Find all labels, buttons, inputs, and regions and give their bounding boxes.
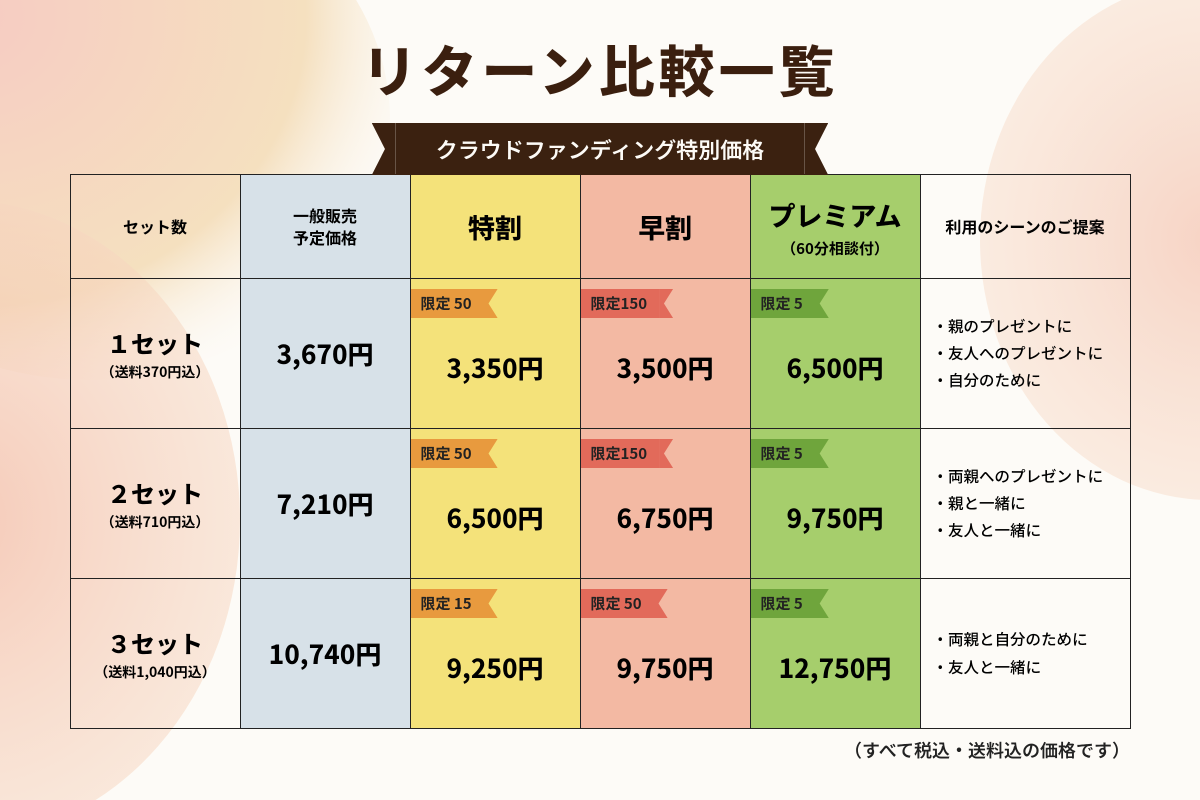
set-note: （送料1,040円込）	[71, 662, 240, 682]
table-row: ３セット（送料1,040円込）10,740円限定 15 9,250円 限定 50 9,…	[70, 579, 1130, 729]
cell-tokuwari: 限定 15 9,250円	[410, 579, 580, 729]
cell-tokuwari: 限定 50 6,500円	[410, 429, 580, 579]
plan-price: 6,500円	[751, 349, 920, 386]
table-header-row: セット数 一般販売 予定価格 特割 早割 プレミアム （60分相談付）	[70, 175, 1130, 279]
suggest-line: ・両親と自分のために	[933, 626, 1130, 653]
cell-regular-price: 10,740円	[240, 579, 410, 729]
cell-set: １セット（送料370円込）	[70, 279, 240, 429]
suggest-line: ・親と一緒に	[933, 490, 1130, 517]
crowdfunding-ribbon: クラウドファンディング特別価格	[396, 123, 804, 175]
page-title: リターン比較一覧	[361, 28, 838, 109]
suggest-line: ・両親へのプレゼントに	[933, 463, 1130, 490]
cell-hayawari: 限定150 6,750円	[580, 429, 750, 579]
plan-price: 3,500円	[581, 349, 750, 386]
suggest-line: ・友人と一緒に	[933, 517, 1130, 544]
plan-price: 3,350円	[411, 349, 580, 386]
cell-regular-price: 7,210円	[240, 429, 410, 579]
table-row: ２セット（送料710円込）7,210円限定 50 6,500円 限定150 6,750…	[70, 429, 1130, 579]
cell-suggest: ・親のプレゼントに・友人へのプレゼントに・自分のために	[920, 279, 1130, 429]
set-name: １セット	[71, 325, 240, 360]
cell-premium: 限定 5 6,500円	[750, 279, 920, 429]
plan-price: 6,750円	[581, 499, 750, 536]
limited-badge: 限定 5	[751, 289, 815, 318]
limited-badge: 限定150	[581, 289, 660, 318]
cell-hayawari: 限定150 3,500円	[580, 279, 750, 429]
cell-suggest: ・両親へのプレゼントに・親と一緒に・友人と一緒に	[920, 429, 1130, 579]
th-tokuwari: 特割	[410, 175, 580, 279]
limited-badge: 限定 15	[411, 589, 484, 618]
limited-badge: 限定 50	[581, 589, 654, 618]
limited-badge: 限定 50	[411, 289, 484, 318]
suggest-line: ・友人と一緒に	[933, 654, 1130, 681]
pricing-table: セット数 一般販売 予定価格 特割 早割 プレミアム （60分相談付）	[70, 174, 1131, 729]
cell-set: ３セット（送料1,040円込）	[70, 579, 240, 729]
limited-badge: 限定 5	[751, 439, 815, 468]
set-note: （送料370円込）	[71, 362, 240, 382]
th-set: セット数	[70, 175, 240, 279]
cell-premium: 限定 5 12,750円	[750, 579, 920, 729]
th-hayawari: 早割	[580, 175, 750, 279]
plan-price: 12,750円	[751, 649, 920, 686]
footer-note: （すべて税込・送料込の価格です）	[70, 737, 1130, 763]
cell-tokuwari: 限定 50 3,350円	[410, 279, 580, 429]
limited-badge: 限定150	[581, 439, 660, 468]
plan-price: 9,250円	[411, 649, 580, 686]
set-name: ３セット	[71, 625, 240, 660]
limited-badge: 限定 5	[751, 589, 815, 618]
set-note: （送料710円込）	[71, 512, 240, 532]
pricing-comparison-page: リターン比較一覧 クラウドファンディング特別価格 セット数 一般販売 予定価格	[0, 0, 1200, 800]
plan-price: 6,500円	[411, 499, 580, 536]
th-suggest: 利用のシーンのご提案	[920, 175, 1130, 279]
cell-set: ２セット（送料710円込）	[70, 429, 240, 579]
table-row: １セット（送料370円込）3,670円限定 50 3,350円 限定150 3,500…	[70, 279, 1130, 429]
cell-hayawari: 限定 50 9,750円	[580, 579, 750, 729]
set-name: ２セット	[71, 475, 240, 510]
cell-premium: 限定 5 9,750円	[750, 429, 920, 579]
th-premium: プレミアム （60分相談付）	[750, 175, 920, 279]
plan-price: 9,750円	[581, 649, 750, 686]
cell-regular-price: 3,670円	[240, 279, 410, 429]
suggest-line: ・親のプレゼントに	[933, 313, 1130, 340]
limited-badge: 限定 50	[411, 439, 484, 468]
th-regular: 一般販売 予定価格	[240, 175, 410, 279]
plan-price: 9,750円	[751, 499, 920, 536]
cell-suggest: ・両親と自分のために・友人と一緒に	[920, 579, 1130, 729]
suggest-line: ・自分のために	[933, 367, 1130, 394]
suggest-line: ・友人へのプレゼントに	[933, 340, 1130, 367]
